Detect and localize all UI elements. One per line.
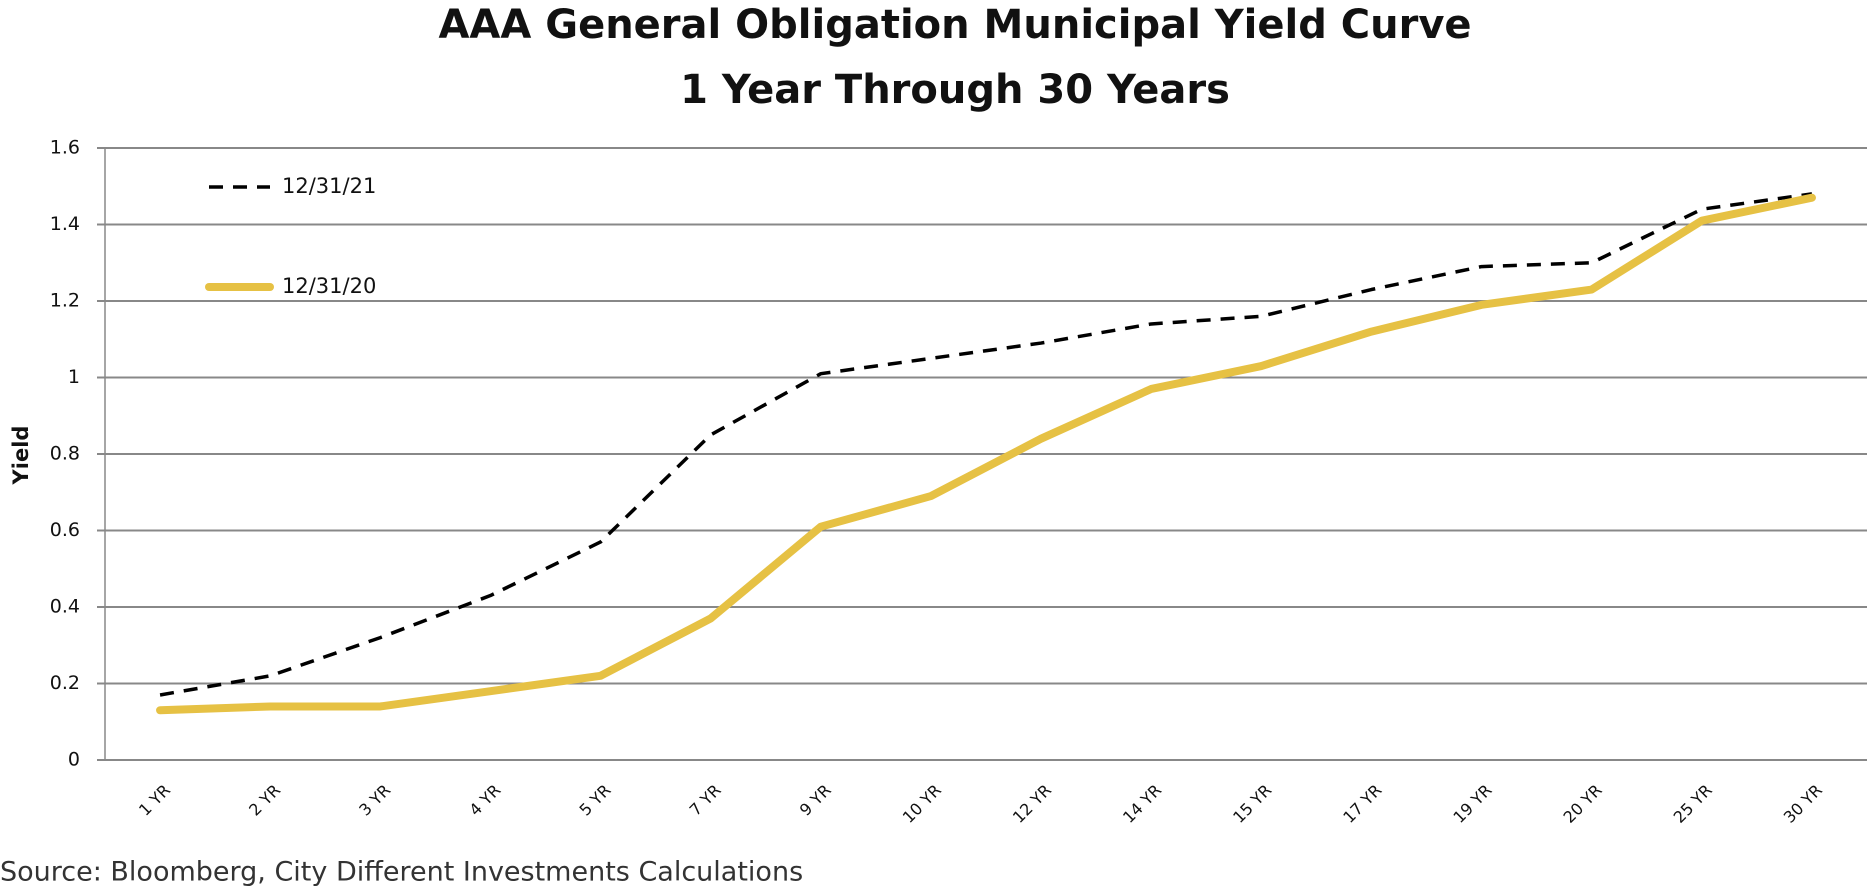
x-tick-label: 9 YR (796, 781, 835, 820)
y-tick-label: 0.8 (50, 443, 80, 465)
y-tick-label: 0.2 (50, 672, 80, 694)
series-line (159, 192, 1813, 697)
x-tick-label: 12 YR (1009, 781, 1055, 827)
y-tick-label: 0.6 (50, 519, 80, 541)
x-tick-label: 1 YR (135, 781, 174, 820)
chart-subtitle: 1 Year Through 30 Years (680, 67, 1230, 113)
x-tick-label: 4 YR (465, 781, 504, 820)
series-line (156, 193, 1816, 715)
y-axis-label: Yield (9, 426, 33, 486)
y-tick-label: 0.4 (50, 596, 80, 618)
y-tick-label: 1.2 (50, 290, 80, 312)
x-tick-label: 20 YR (1559, 781, 1605, 827)
x-tick-label: 14 YR (1119, 781, 1165, 827)
x-tick-label: 2 YR (245, 781, 284, 820)
x-tick-label: 17 YR (1339, 781, 1385, 827)
x-tick-label: 10 YR (899, 781, 945, 827)
x-tick-label: 5 YR (576, 781, 615, 820)
chart-title: AAA General Obligation Municipal Yield C… (438, 2, 1471, 48)
legend-label: 12/31/20 (282, 274, 376, 298)
x-tick-label: 7 YR (686, 781, 725, 820)
legend-label: 12/31/21 (282, 174, 376, 198)
source-note: Source: Bloomberg, City Different Invest… (0, 857, 803, 888)
x-tick-label: 19 YR (1449, 781, 1495, 827)
y-tick-label: 1.6 (50, 137, 80, 159)
x-tick-label: 3 YR (355, 781, 394, 820)
y-tick-label: 0 (68, 749, 80, 771)
y-tick-label: 1 (68, 366, 80, 388)
x-tick-label: 25 YR (1670, 781, 1716, 827)
x-tick-label: 15 YR (1229, 781, 1275, 827)
x-tick-label: 30 YR (1780, 781, 1826, 827)
y-tick-label: 1.4 (50, 213, 80, 235)
